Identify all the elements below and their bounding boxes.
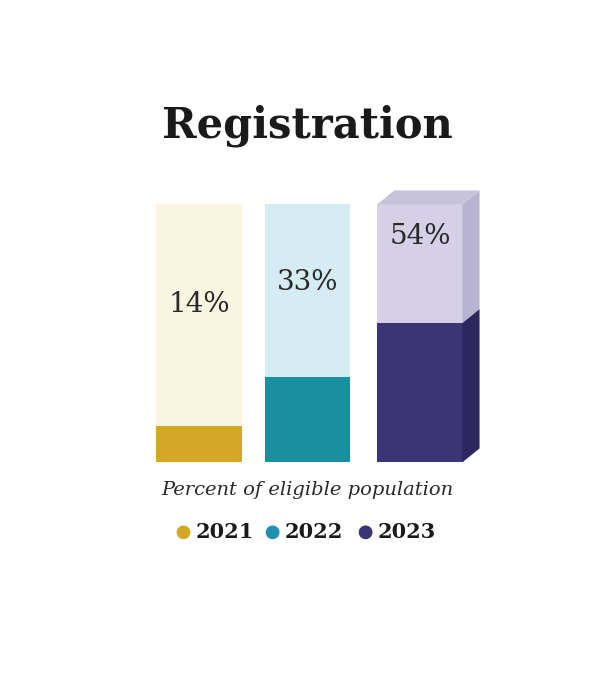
Text: 14%: 14% — [168, 291, 230, 318]
Bar — [377, 323, 463, 462]
Text: 33%: 33% — [277, 268, 338, 295]
Bar — [265, 204, 350, 377]
Text: 2023: 2023 — [378, 523, 436, 542]
Text: Percent of eligible population: Percent of eligible population — [161, 481, 454, 499]
Text: 2022: 2022 — [285, 523, 343, 542]
Bar — [377, 204, 463, 323]
Bar — [157, 426, 242, 462]
Text: 54%: 54% — [389, 223, 451, 250]
Polygon shape — [463, 309, 479, 462]
Polygon shape — [463, 191, 479, 323]
Polygon shape — [377, 191, 479, 204]
Circle shape — [266, 526, 279, 539]
Circle shape — [359, 526, 372, 539]
Text: Registration: Registration — [162, 105, 453, 147]
Bar — [157, 204, 242, 426]
Circle shape — [178, 526, 190, 539]
Text: 2021: 2021 — [196, 523, 254, 542]
Bar — [265, 377, 350, 462]
